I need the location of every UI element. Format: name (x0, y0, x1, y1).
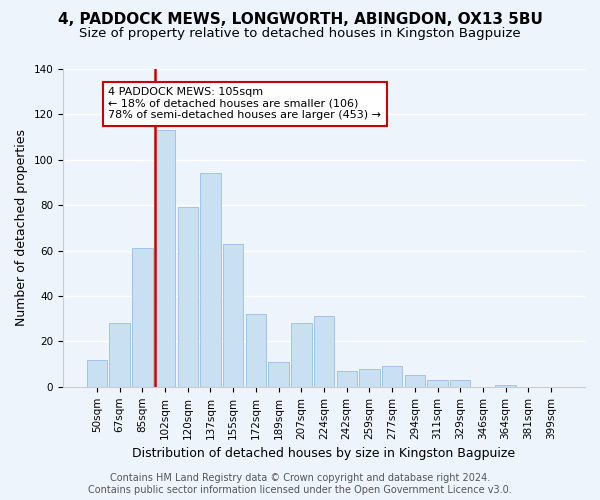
Text: Contains HM Land Registry data © Crown copyright and database right 2024.
Contai: Contains HM Land Registry data © Crown c… (88, 474, 512, 495)
Bar (109, 324, 130, 387)
Text: 4 PADDOCK MEWS: 105sqm
← 18% of detached houses are smaller (106)
78% of semi-de: 4 PADDOCK MEWS: 105sqm ← 18% of detached… (109, 87, 382, 120)
Y-axis label: Number of detached properties: Number of detached properties (15, 130, 28, 326)
Text: Size of property relative to detached houses in Kingston Bagpuize: Size of property relative to detached ho… (79, 28, 521, 40)
Bar (178, 208, 198, 387)
Bar (427, 380, 448, 387)
Bar (291, 324, 311, 387)
Bar (337, 371, 357, 387)
Text: 4, PADDOCK MEWS, LONGWORTH, ABINGDON, OX13 5BU: 4, PADDOCK MEWS, LONGWORTH, ABINGDON, OX… (58, 12, 542, 28)
Bar (200, 174, 221, 387)
Bar (404, 376, 425, 387)
Bar (382, 366, 403, 387)
Bar (268, 362, 289, 387)
Bar (245, 314, 266, 387)
Bar (223, 244, 244, 387)
X-axis label: Distribution of detached houses by size in Kingston Bagpuize: Distribution of detached houses by size … (133, 447, 515, 460)
Bar (132, 248, 152, 387)
Bar (450, 380, 470, 387)
Bar (155, 130, 175, 387)
Bar (87, 360, 107, 387)
Bar (496, 384, 516, 387)
Bar (359, 368, 380, 387)
Bar (314, 316, 334, 387)
